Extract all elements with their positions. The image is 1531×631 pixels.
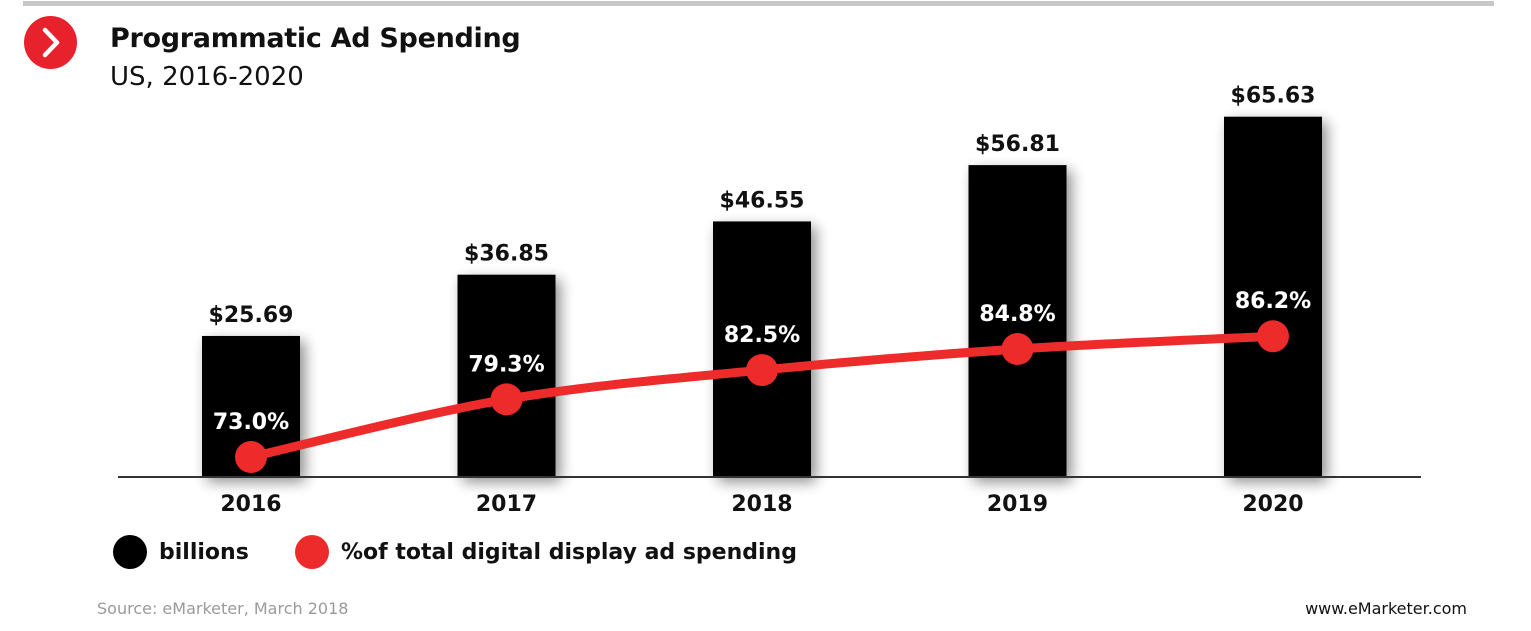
percent-label-2017: 79.3% [468,352,544,377]
x-tick-label-2020: 2020 [1242,492,1303,517]
percent-point-2019 [1001,333,1034,366]
percent-label-2016: 73.0% [213,410,289,435]
chart-subtitle: US, 2016-2020 [110,62,304,92]
legend-swatch-percent [295,535,329,569]
legend-item-billions: billions [113,534,249,570]
legend-swatch-billions [113,535,147,569]
bar-value-label-2019: $56.81 [975,132,1060,157]
percent-label-2018: 82.5% [724,323,800,348]
bar-value-label-2018: $46.55 [720,188,805,213]
percent-label-2019: 84.8% [979,302,1055,327]
top-rule [23,1,1494,6]
legend-label-billions: billions [159,539,249,565]
x-tick-label-2017: 2017 [476,492,537,517]
bar-value-label-2017: $36.85 [464,242,549,267]
badge [24,16,77,69]
percent-point-2020 [1257,320,1289,353]
bar-value-label-2016: $25.69 [209,303,294,328]
percent-point-2018 [746,354,778,387]
x-tick-label-2019: 2019 [987,492,1048,517]
bar-2018 [713,221,811,477]
source-note: Source: eMarketer, March 2018 [97,599,349,618]
x-tick-label-2018: 2018 [731,492,792,517]
bar-2017 [457,274,556,477]
site-link[interactable]: www.eMarketer.com [1305,599,1467,618]
x-tick-label-2016: 2016 [220,492,281,517]
percent-label-2020: 86.2% [1235,289,1311,314]
percent-point-2016 [235,441,267,473]
bar-value-label-2020: $65.63 [1231,84,1316,109]
chevron-right-icon [42,27,60,58]
legend-item-percent: %of total digital display ad spending [295,534,797,570]
bar-2020 [1224,116,1322,478]
percent-point-2017 [490,383,523,416]
legend-label-percent: %of total digital display ad spending [341,539,797,565]
chart-title: Programmatic Ad Spending [110,23,521,54]
bar-2019 [968,165,1067,477]
